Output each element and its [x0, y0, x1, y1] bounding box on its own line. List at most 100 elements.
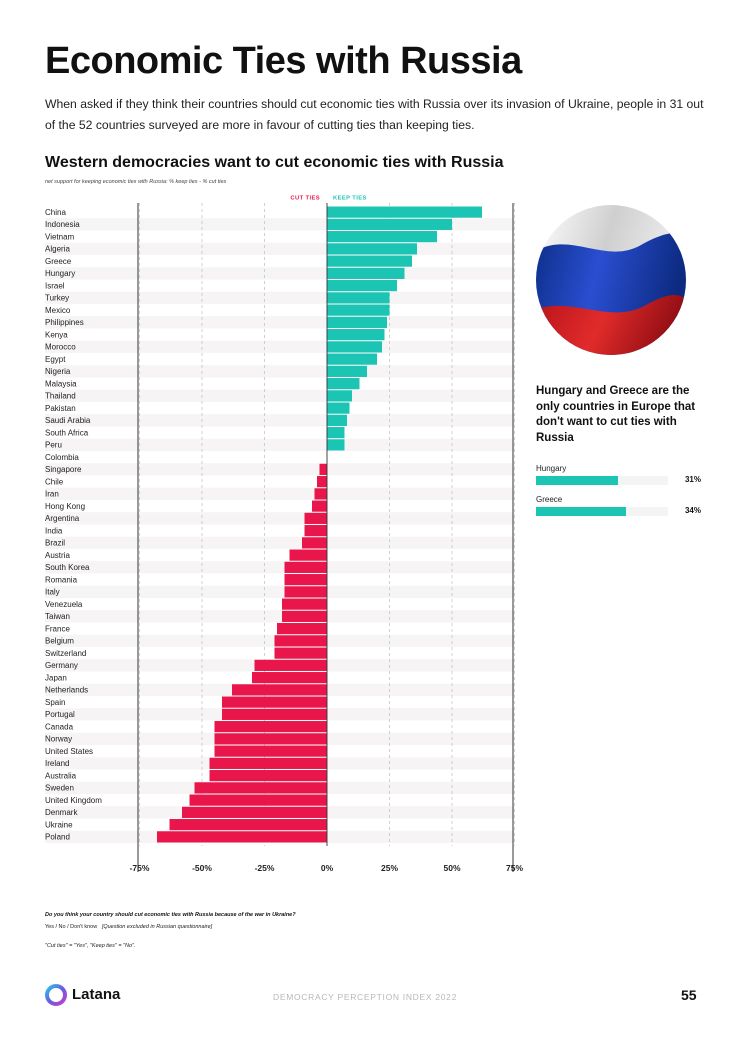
x-tick-label: 25%	[381, 863, 398, 873]
row-stripe	[45, 389, 515, 402]
country-label: Austria	[45, 551, 70, 560]
survey-question: Do you think your country should cut eco…	[45, 912, 296, 918]
bar-norway	[214, 733, 327, 745]
chart-subtitle: net support for keeping economic ties wi…	[45, 179, 227, 185]
bar-germany	[254, 659, 327, 671]
country-label: South Korea	[45, 563, 90, 572]
country-label: Argentina	[45, 514, 80, 523]
country-label: Philippines	[45, 318, 84, 327]
bar-japan	[252, 672, 327, 684]
bar-portugal	[222, 708, 327, 720]
country-label: Nigeria	[45, 367, 71, 376]
bar-argentina	[304, 512, 327, 524]
country-label: Malaysia	[45, 379, 77, 388]
country-label: Chile	[45, 477, 64, 486]
x-tick-label: -75%	[130, 863, 150, 873]
survey-definition: "Cut ties" = "Yes", "Keep ties" = "No".	[45, 943, 136, 949]
country-label: United States	[45, 747, 93, 756]
bar-iran	[314, 488, 327, 500]
bar-ireland	[209, 757, 327, 769]
bar-hungary	[327, 267, 405, 279]
bar-philippines	[327, 316, 387, 328]
country-label: Australia	[45, 771, 77, 780]
country-label: Denmark	[45, 808, 78, 817]
row-stripe	[45, 242, 515, 255]
bar-denmark	[182, 806, 327, 818]
row-stripe	[45, 438, 515, 451]
russian-flag-image	[536, 205, 686, 355]
country-label: Ukraine	[45, 820, 73, 829]
country-label: Egypt	[45, 355, 66, 364]
bar-chile	[317, 476, 327, 488]
country-label: Italy	[45, 588, 60, 597]
x-tick-label: -50%	[192, 863, 212, 873]
bar-pakistan	[327, 402, 350, 414]
bar-nigeria	[327, 365, 367, 377]
sidebar-bar-fill	[536, 507, 626, 516]
bar-switzerland	[274, 647, 327, 659]
country-label: Colombia	[45, 453, 79, 462]
sidebar-heading: Hungary and Greece are the only countrie…	[536, 385, 696, 444]
country-label: Peru	[45, 441, 62, 450]
country-label: Hong Kong	[45, 502, 85, 511]
row-stripe	[45, 561, 515, 574]
x-tick-label: 50%	[443, 863, 460, 873]
survey-answer-options: Yes / No / Don't know	[45, 924, 98, 930]
country-label: Portugal	[45, 710, 75, 719]
sidebar-bar-value: 31%	[684, 475, 701, 484]
report-name: DEMOCRACY PERCEPTION INDEX 2022	[273, 992, 458, 1002]
country-label: Brazil	[45, 539, 65, 548]
row-stripe	[45, 267, 515, 280]
bar-vietnam	[327, 231, 437, 243]
bar-italy	[284, 586, 327, 598]
page-title: Economic Ties with Russia	[45, 40, 522, 82]
sidebar-bar-label: Hungary	[536, 464, 567, 473]
country-label: Thailand	[45, 392, 76, 401]
sidebar-bar-greece: Greece 34%	[536, 495, 701, 525]
country-label: Poland	[45, 833, 70, 842]
legend-cut-ties: CUT TIES	[290, 196, 320, 202]
bar-south-africa	[327, 427, 345, 439]
country-label: South Africa	[45, 428, 89, 437]
country-label: Mexico	[45, 306, 71, 315]
row-stripe	[45, 340, 515, 353]
bar-ukraine	[169, 819, 327, 831]
country-label: Belgium	[45, 637, 74, 646]
bar-kenya	[327, 329, 385, 341]
country-label: Canada	[45, 722, 74, 731]
row-stripe	[45, 365, 515, 378]
country-label: Venezuela	[45, 600, 83, 609]
row-stripe	[45, 585, 515, 598]
country-label: Turkey	[45, 294, 69, 303]
row-stripe	[45, 487, 515, 500]
bar-morocco	[327, 341, 382, 353]
country-label: Vietnam	[45, 232, 75, 241]
country-labels: China Indonesia Vietnam Algeria Greece Hungar…	[45, 208, 102, 842]
country-label: Morocco	[45, 343, 76, 352]
survey-note: [Question excluded in Russian questionna…	[101, 924, 213, 930]
sidebar-bar-hungary: Hungary 31%	[536, 464, 701, 494]
bar-spain	[222, 696, 327, 708]
country-label: Hungary	[45, 269, 75, 278]
x-tick-label: 0%	[321, 863, 334, 873]
bar-malaysia	[327, 378, 360, 390]
row-stripe	[45, 536, 515, 549]
bar-china	[327, 206, 482, 218]
bar-united-kingdom	[189, 794, 327, 806]
bars	[157, 206, 482, 843]
intro-paragraph: When asked if they think their countries…	[45, 97, 704, 132]
bar-australia	[209, 770, 327, 782]
country-label: Iran	[45, 490, 59, 499]
bar-thailand	[327, 390, 352, 402]
country-label: Norway	[45, 735, 72, 744]
bar-belgium	[274, 635, 327, 647]
country-label: Switzerland	[45, 649, 86, 658]
bar-sweden	[194, 782, 327, 794]
country-label: Ireland	[45, 759, 69, 768]
bar-indonesia	[327, 218, 452, 230]
bar-mexico	[327, 304, 390, 316]
country-label: Romania	[45, 575, 78, 584]
country-label: Taiwan	[45, 612, 70, 621]
country-label: Sweden	[45, 784, 74, 793]
